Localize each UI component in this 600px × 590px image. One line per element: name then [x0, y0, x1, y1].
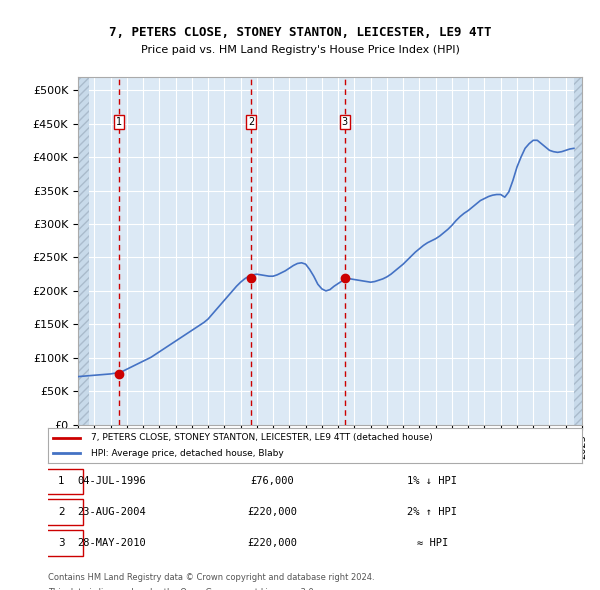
- Text: 28-MAY-2010: 28-MAY-2010: [78, 538, 146, 548]
- Text: £220,000: £220,000: [247, 507, 297, 517]
- Text: 2% ↑ HPI: 2% ↑ HPI: [407, 507, 457, 517]
- Text: Contains HM Land Registry data © Crown copyright and database right 2024.: Contains HM Land Registry data © Crown c…: [48, 573, 374, 582]
- Text: 23-AUG-2004: 23-AUG-2004: [78, 507, 146, 517]
- Text: Price paid vs. HM Land Registry's House Price Index (HPI): Price paid vs. HM Land Registry's House …: [140, 45, 460, 55]
- Text: £76,000: £76,000: [250, 477, 294, 486]
- Text: 2: 2: [58, 507, 65, 517]
- Text: HPI: Average price, detached house, Blaby: HPI: Average price, detached house, Blab…: [91, 449, 283, 458]
- FancyBboxPatch shape: [40, 499, 83, 525]
- Text: 7, PETERS CLOSE, STONEY STANTON, LEICESTER, LE9 4TT: 7, PETERS CLOSE, STONEY STANTON, LEICEST…: [109, 26, 491, 39]
- Text: 04-JUL-1996: 04-JUL-1996: [78, 477, 146, 486]
- Text: 1: 1: [116, 117, 122, 127]
- Bar: [574, 77, 585, 425]
- Text: £220,000: £220,000: [247, 538, 297, 548]
- FancyBboxPatch shape: [40, 530, 83, 556]
- Text: 7, PETERS CLOSE, STONEY STANTON, LEICESTER, LE9 4TT (detached house): 7, PETERS CLOSE, STONEY STANTON, LEICEST…: [91, 433, 433, 442]
- Text: 3: 3: [58, 538, 65, 548]
- Text: This data is licensed under the Open Government Licence v3.0.: This data is licensed under the Open Gov…: [48, 588, 316, 590]
- Text: 2: 2: [248, 117, 254, 127]
- Text: 1% ↓ HPI: 1% ↓ HPI: [407, 477, 457, 486]
- Bar: [78, 77, 89, 425]
- Text: 3: 3: [342, 117, 348, 127]
- Text: 1: 1: [58, 477, 65, 486]
- FancyBboxPatch shape: [40, 468, 83, 494]
- Text: ≈ HPI: ≈ HPI: [417, 538, 448, 548]
